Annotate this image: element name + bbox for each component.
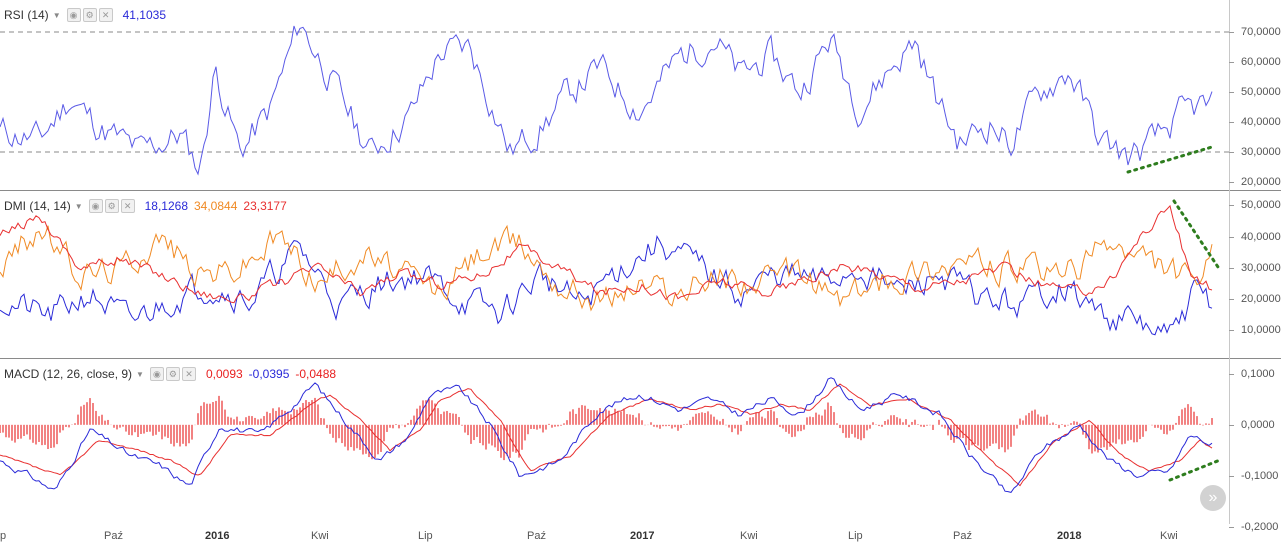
chevron-down-icon[interactable]: ▼ [52, 10, 61, 20]
chevron-down-icon[interactable]: ▼ [136, 369, 144, 379]
dmi-line-di [0, 224, 1213, 312]
rsi-legend-title[interactable]: RSI (14) [4, 8, 49, 22]
macd-value-histogram: 0,0093 [205, 367, 243, 381]
dmi-line-di [0, 234, 1213, 336]
rsi-tick-mark [1229, 182, 1234, 183]
macd-tick-mark [1229, 475, 1234, 477]
rsi-legend: RSI (14) ▼ ◉ ⚙ ✕ 41,1035 [4, 7, 166, 23]
macd-tick-mark [1229, 424, 1234, 426]
rsi-tick-mark [1229, 152, 1234, 153]
rsi-tick-label: 40,0000 [1241, 116, 1281, 128]
dmi-legend-title[interactable]: DMI (14, 14) [4, 199, 71, 213]
chevron-down-icon[interactable]: ▼ [74, 201, 83, 211]
rsi-tick-label: 70,0000 [1241, 26, 1281, 38]
macd-tick-label: -0,1000 [1241, 469, 1279, 482]
divergence-trendline [1172, 199, 1222, 272]
time-axis-label: Kwi [311, 530, 329, 542]
dmi-tick-label: 30,0000 [1241, 261, 1281, 274]
time-axis-label: 2017 [630, 530, 655, 542]
dmi-line-adx [0, 204, 1213, 304]
macd-tick-label: 0,1000 [1241, 367, 1275, 380]
eye-icon[interactable]: ◉ [88, 199, 103, 213]
settings-icon[interactable]: ⚙ [104, 199, 119, 213]
dmi-tick-mark [1229, 267, 1234, 269]
settings-icon[interactable]: ⚙ [165, 367, 180, 381]
rsi-tick-label: 60,0000 [1241, 56, 1281, 68]
rsi-tick-mark [1229, 122, 1234, 123]
rsi-tick-mark [1229, 92, 1234, 93]
dmi-tick-label: 20,0000 [1241, 292, 1281, 305]
dmi-value-adx: 23,3177 [243, 199, 287, 213]
rsi-tick-label: 50,0000 [1241, 86, 1281, 98]
macd-tick-mark [1229, 527, 1234, 529]
dmi-tick-mark [1229, 330, 1234, 332]
dmi-tick-label: 50,0000 [1241, 199, 1281, 212]
time-axis-label: 2018 [1057, 530, 1082, 542]
time-axis-label: p [0, 530, 7, 542]
macd-tick-label: -0,2000 [1241, 521, 1279, 534]
pane-divider[interactable] [0, 190, 1281, 191]
time-axis-label: Lip [848, 530, 863, 542]
rsi-tick-label: 20,0000 [1241, 176, 1281, 188]
dmi-tick-label: 10,0000 [1241, 324, 1281, 337]
settings-icon[interactable]: ⚙ [82, 8, 97, 22]
rsi-tick-label: 30,0000 [1241, 146, 1281, 158]
macd-line [0, 377, 1213, 493]
time-axis-label: Paź [527, 530, 546, 542]
rsi-tick-mark [1229, 62, 1234, 63]
eye-icon[interactable]: ◉ [149, 367, 164, 381]
dmi-value-plus: 18,1268 [144, 199, 188, 213]
time-axis-label: Lip [418, 530, 433, 542]
dmi-legend: DMI (14, 14) ▼ ◉ ⚙ ✕ 18,1268 34,0844 23,… [4, 198, 287, 214]
time-axis-label: Kwi [1160, 530, 1178, 542]
close-icon[interactable]: ✕ [120, 199, 135, 213]
macd-legend: MACD (12, 26, close, 9) ▼ ◉ ⚙ ✕ 0,0093 -… [4, 366, 336, 382]
close-icon[interactable]: ✕ [98, 8, 113, 22]
close-icon[interactable]: ✕ [181, 367, 196, 381]
time-axis-label: Paź [953, 530, 972, 542]
time-axis-label: Kwi [740, 530, 758, 542]
time-axis-label: Paź [104, 530, 123, 542]
macd-value-signal: -0,0488 [295, 367, 337, 381]
macd-tick-label: 0,0000 [1241, 418, 1275, 431]
divergence-trendline [1126, 145, 1214, 174]
macd-tick-mark [1229, 373, 1234, 375]
macd-legend-title[interactable]: MACD (12, 26, close, 9) [4, 367, 133, 381]
dmi-tick-mark [1229, 298, 1234, 300]
rsi-line [0, 25, 1213, 176]
dmi-tick-mark [1229, 236, 1234, 238]
macd-signal-line [0, 383, 1213, 487]
eye-icon[interactable]: ◉ [66, 8, 81, 22]
time-axis-label: 2016 [205, 530, 230, 542]
macd-value-macd: -0,0395 [248, 367, 290, 381]
rsi-tick-mark [1229, 32, 1234, 33]
rsi-value: 41,1035 [122, 8, 166, 22]
scroll-right-icon[interactable]: » [1200, 485, 1226, 511]
dmi-value-minus: 34,0844 [194, 199, 238, 213]
divergence-trendline [1168, 458, 1222, 482]
dmi-tick-label: 40,0000 [1241, 230, 1281, 243]
pane-divider[interactable] [0, 358, 1281, 359]
dmi-tick-mark [1229, 205, 1234, 207]
price-axis-border [1229, 0, 1230, 524]
